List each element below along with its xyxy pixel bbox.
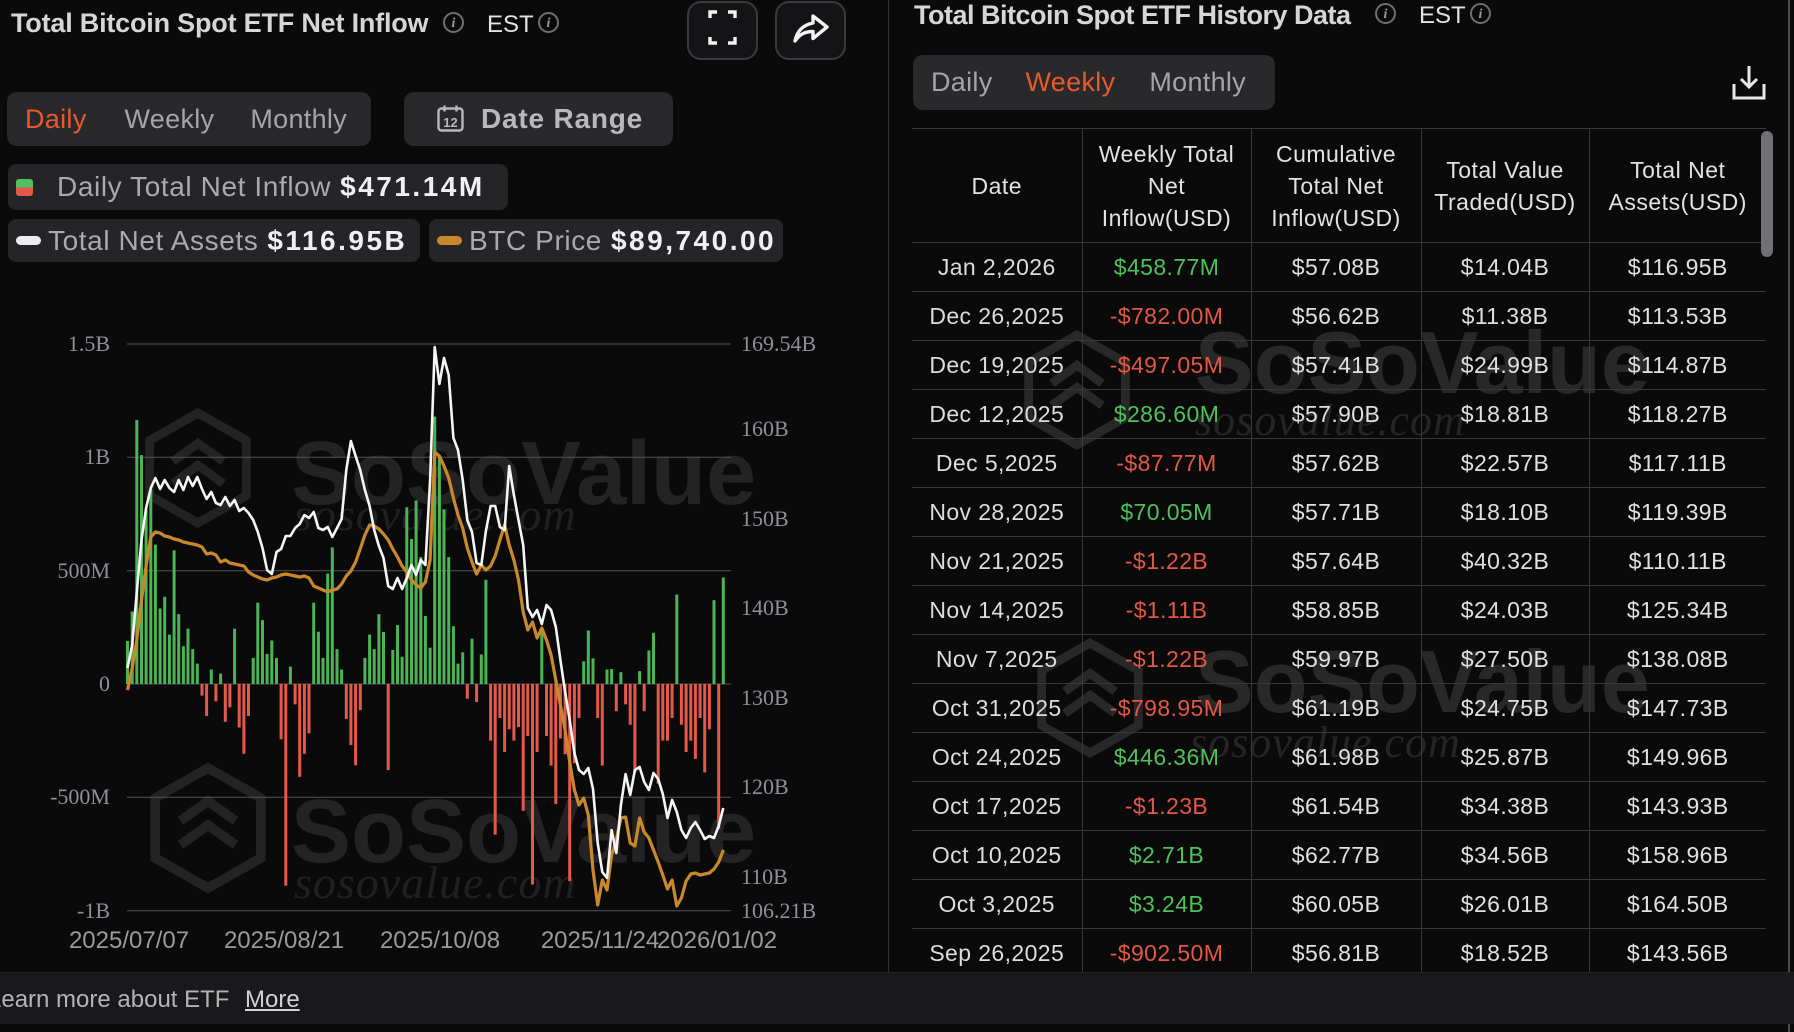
svg-text:-1B: -1B: [77, 898, 110, 923]
svg-text:500M: 500M: [57, 558, 110, 583]
svg-text:130B: 130B: [741, 685, 789, 710]
svg-text:2025/11/24: 2025/11/24: [541, 927, 659, 954]
svg-text:160B: 160B: [741, 416, 789, 441]
svg-text:SoSoValue: SoSoValue: [291, 424, 756, 524]
svg-text:2025/10/08: 2025/10/08: [380, 927, 500, 954]
svg-text:106.21B: 106.21B: [741, 898, 816, 923]
svg-text:120B: 120B: [741, 774, 789, 799]
svg-text:1.5B: 1.5B: [68, 331, 110, 356]
svg-text:2025/07/07: 2025/07/07: [69, 927, 189, 954]
svg-text:12: 12: [443, 115, 457, 130]
svg-text:0: 0: [99, 671, 110, 696]
svg-text:2025/08/21: 2025/08/21: [224, 927, 344, 954]
svg-text:2026/01/02: 2026/01/02: [657, 927, 777, 954]
svg-text:1B: 1B: [84, 444, 110, 469]
svg-text:sosovalue.com: sosovalue.com: [294, 857, 577, 908]
svg-text:169.54B: 169.54B: [741, 331, 816, 356]
svg-text:-500M: -500M: [50, 784, 110, 809]
svg-text:140B: 140B: [741, 595, 789, 620]
svg-text:110B: 110B: [741, 864, 788, 889]
svg-text:150B: 150B: [741, 506, 789, 531]
